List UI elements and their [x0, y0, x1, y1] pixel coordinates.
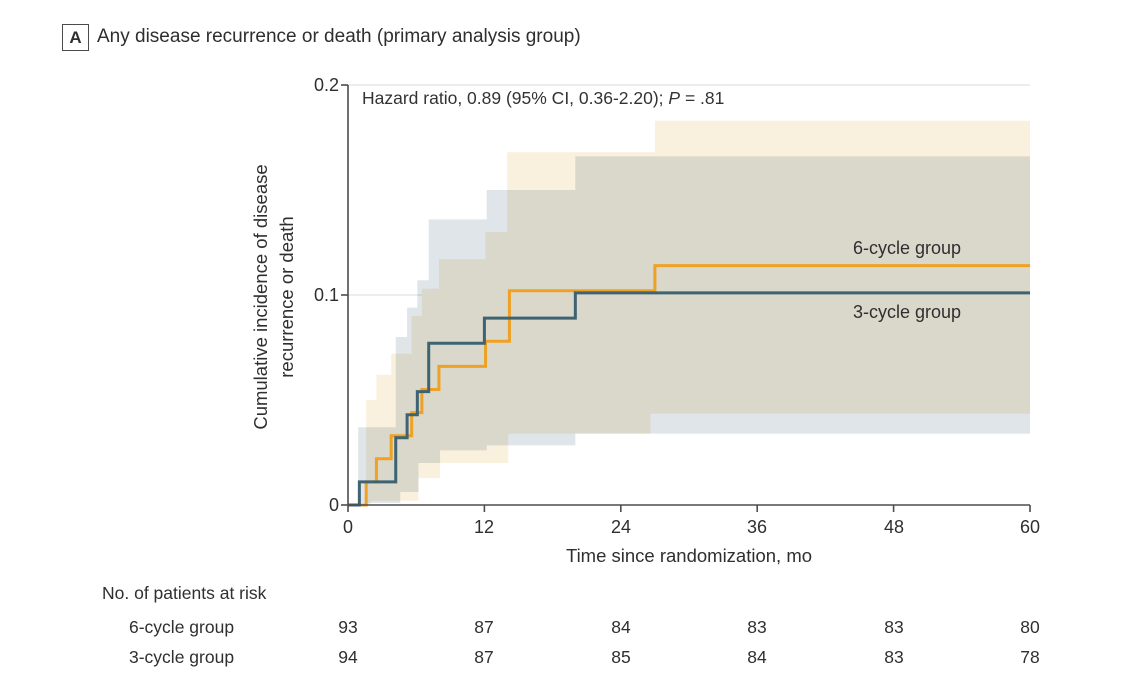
series-label-3-cycle: 3-cycle group — [852, 302, 962, 322]
x-tick-label-48: 48 — [883, 517, 905, 537]
curve-3-cycle — [348, 291, 1030, 507]
y-tick-label-02: 0.2 — [313, 75, 339, 95]
curve-6-cycle — [348, 264, 1030, 507]
risk-table-header: No. of patients at risk — [102, 583, 267, 603]
risk-value: 84 — [747, 647, 767, 667]
risk-value: 83 — [747, 617, 767, 637]
risk-value: 87 — [474, 617, 494, 637]
risk-value: 87 — [474, 647, 494, 667]
risk-value: 93 — [338, 617, 358, 637]
y-tick-label-01: 0.1 — [313, 285, 339, 305]
risk-value: 78 — [1020, 647, 1040, 667]
x-axis-title: Time since randomization, mo — [565, 545, 813, 566]
hazard-ratio-annotation: Hazard ratio, 0.89 (95% CI, 0.36-2.20); … — [362, 88, 724, 109]
risk-value: 94 — [338, 647, 358, 667]
risk-value: 85 — [611, 647, 631, 667]
p-symbol: P — [668, 88, 681, 108]
ci-band-3-cycle — [358, 156, 1031, 505]
risk-row-label-6-cycle: 6-cycle group — [129, 617, 235, 637]
risk-row-label-3-cycle: 3-cycle group — [129, 647, 235, 667]
panel-letter: A — [69, 27, 82, 47]
x-tick-label-12: 12 — [473, 517, 495, 537]
y-axis-title-line1: Cumulative incidence of disease — [250, 164, 271, 430]
y-tick-label-0: 0 — [328, 495, 339, 515]
panel-title: Any disease recurrence or death (primary… — [97, 26, 581, 47]
risk-value: 83 — [884, 617, 904, 637]
x-tick-label-36: 36 — [746, 517, 768, 537]
x-tick-label-60: 60 — [1019, 517, 1041, 537]
p-value: = .81 — [680, 88, 725, 108]
x-tick-label-24: 24 — [610, 517, 632, 537]
risk-value: 83 — [884, 647, 904, 667]
risk-value: 80 — [1020, 617, 1040, 637]
panel-letter-badge: A — [62, 24, 89, 51]
series-label-6-cycle: 6-cycle group — [852, 238, 962, 258]
risk-value: 84 — [611, 617, 631, 637]
hazard-ratio-text: Hazard ratio, 0.89 (95% CI, 0.36-2.20); — [362, 88, 669, 108]
x-tick-label-0: 0 — [342, 517, 353, 537]
